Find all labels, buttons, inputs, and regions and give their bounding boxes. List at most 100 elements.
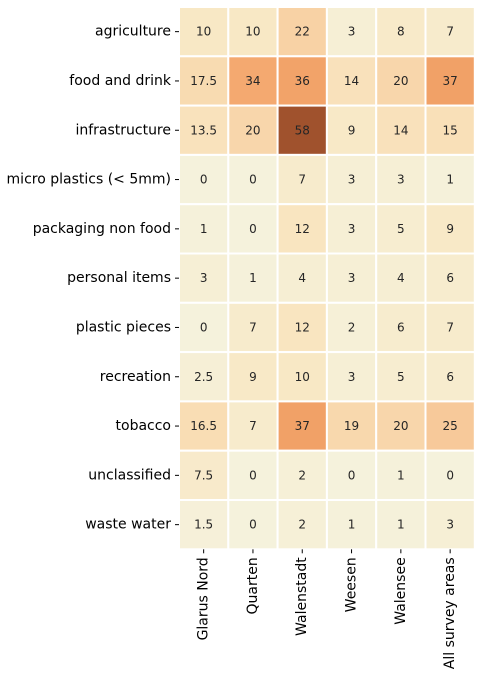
heatmap-cell	[276, 351, 328, 403]
column-tick-label: Walensee	[393, 557, 409, 624]
cell-value-label: 37	[443, 74, 458, 88]
column-tick-label: Glarus Nord	[196, 557, 212, 640]
cell-value-label: 15	[443, 123, 458, 137]
cell-value-label: 0	[348, 468, 356, 482]
cell-value-label: 14	[344, 74, 359, 88]
cell-value-label: 6	[446, 370, 454, 384]
heatmap-cell	[424, 6, 476, 58]
heatmap-cell	[227, 400, 279, 452]
cell-value-label: 7	[249, 320, 257, 334]
heatmap-cell	[325, 104, 378, 156]
cell-value-label: 7	[446, 320, 454, 334]
cell-value-label: 4	[397, 271, 405, 285]
cell-value-label: 10	[295, 370, 310, 384]
cell-value-label: 9	[249, 370, 257, 384]
heatmap-cell	[424, 252, 476, 304]
cell-value-label: 34	[245, 74, 260, 88]
cell-value-label: 20	[245, 123, 260, 137]
cell-value-label: 0	[249, 468, 257, 482]
cell-value-label: 1	[348, 518, 356, 532]
cell-value-label: 7	[298, 173, 306, 187]
cell-value-label: 10	[196, 25, 211, 39]
heatmap-cell	[424, 203, 476, 255]
cell-value-label: 12	[295, 222, 310, 236]
cell-value-label: 7	[249, 419, 257, 433]
cell-value-label: 2.5	[194, 370, 213, 384]
heatmap-cell	[178, 499, 230, 551]
cell-value-label: 1	[446, 173, 454, 187]
heatmap-cell	[375, 104, 427, 156]
cell-value-label: 2	[348, 320, 356, 334]
heatmap-cell	[325, 499, 378, 551]
cell-value-label: 1	[200, 222, 208, 236]
cell-value-label: 3	[348, 271, 356, 285]
cell-value-label: 7	[446, 25, 454, 39]
cell-value-label: 7.5	[194, 468, 213, 482]
heatmap-cell	[227, 449, 279, 502]
cell-value-label: 0	[249, 222, 257, 236]
cell-value-label: 5	[397, 370, 405, 384]
cell-value-label: 2	[298, 468, 306, 482]
heatmap-cell	[325, 351, 378, 403]
cell-value-label: 3	[348, 173, 356, 187]
cell-value-label: 17.5	[190, 74, 217, 88]
cell-value-label: 1	[397, 468, 405, 482]
cell-value-label: 25	[443, 419, 458, 433]
cell-value-label: 0	[446, 468, 454, 482]
row-tick-label: plastic pieces	[76, 319, 171, 335]
cell-value-label: 10	[245, 25, 260, 39]
row-tick-label: waste water	[85, 517, 171, 533]
heatmap-cell	[325, 153, 378, 206]
row-tick-label: tobacco	[116, 418, 171, 434]
cell-value-label: 3	[200, 271, 208, 285]
column-tick-label: Quarten	[245, 557, 261, 614]
cell-value-label: 20	[393, 74, 408, 88]
cell-value-label: 3	[348, 222, 356, 236]
cell-value-label: 3	[446, 518, 454, 532]
heatmap-cell	[276, 203, 328, 255]
row-tick-label: micro plastics (< 5mm)	[7, 172, 171, 188]
cell-value-label: 0	[249, 173, 257, 187]
heatmap-cell	[424, 153, 476, 206]
heatmap-cell	[178, 153, 230, 206]
row-labels: agriculture food and drink infrastructure m…	[7, 24, 179, 533]
cell-value-label: 20	[393, 419, 408, 433]
column-tick-label: Walenstadt	[294, 557, 310, 636]
heatmap-cell	[424, 55, 476, 107]
cell-value-label: 58	[295, 123, 310, 137]
heatmap-cell	[276, 153, 328, 206]
cell-value-label: 5	[397, 222, 405, 236]
heatmap-cell	[227, 153, 279, 206]
cell-value-label: 6	[446, 271, 454, 285]
cell-value-label: 13.5	[190, 123, 217, 137]
row-tick-label: unclassified	[88, 467, 171, 483]
cell-value-label: 16.5	[190, 419, 217, 433]
cell-value-label: 0	[200, 173, 208, 187]
cell-value-label: 6	[397, 320, 405, 334]
cell-value-label: 37	[295, 419, 310, 433]
heatmap-cell	[325, 55, 378, 107]
cell-value-label: 4	[298, 271, 306, 285]
cell-value-label: 1	[249, 271, 257, 285]
row-tick-label: infrastructure	[75, 122, 171, 138]
heatmap-cell	[375, 449, 427, 502]
heatmap-cell	[375, 153, 427, 206]
cell-value-label: 0	[249, 518, 257, 532]
heatmap-cell	[178, 449, 230, 502]
heatmap-cell	[178, 301, 230, 354]
heatmap-cell	[424, 400, 476, 452]
cell-value-label: 1.5	[194, 518, 213, 532]
heatmap-cell	[375, 203, 427, 255]
row-tick-label: agriculture	[95, 24, 171, 40]
heatmap-cell	[424, 351, 476, 403]
heatmap-cell	[227, 55, 279, 107]
cell-value-label: 0	[200, 320, 208, 334]
cell-value-label: 9	[446, 222, 454, 236]
cell-value-label: 3	[348, 25, 356, 39]
row-tick-label: personal items	[67, 270, 171, 286]
cell-value-label: 9	[348, 123, 356, 137]
row-tick-label: packaging non food	[33, 221, 171, 237]
cell-value-label: 3	[348, 370, 356, 384]
